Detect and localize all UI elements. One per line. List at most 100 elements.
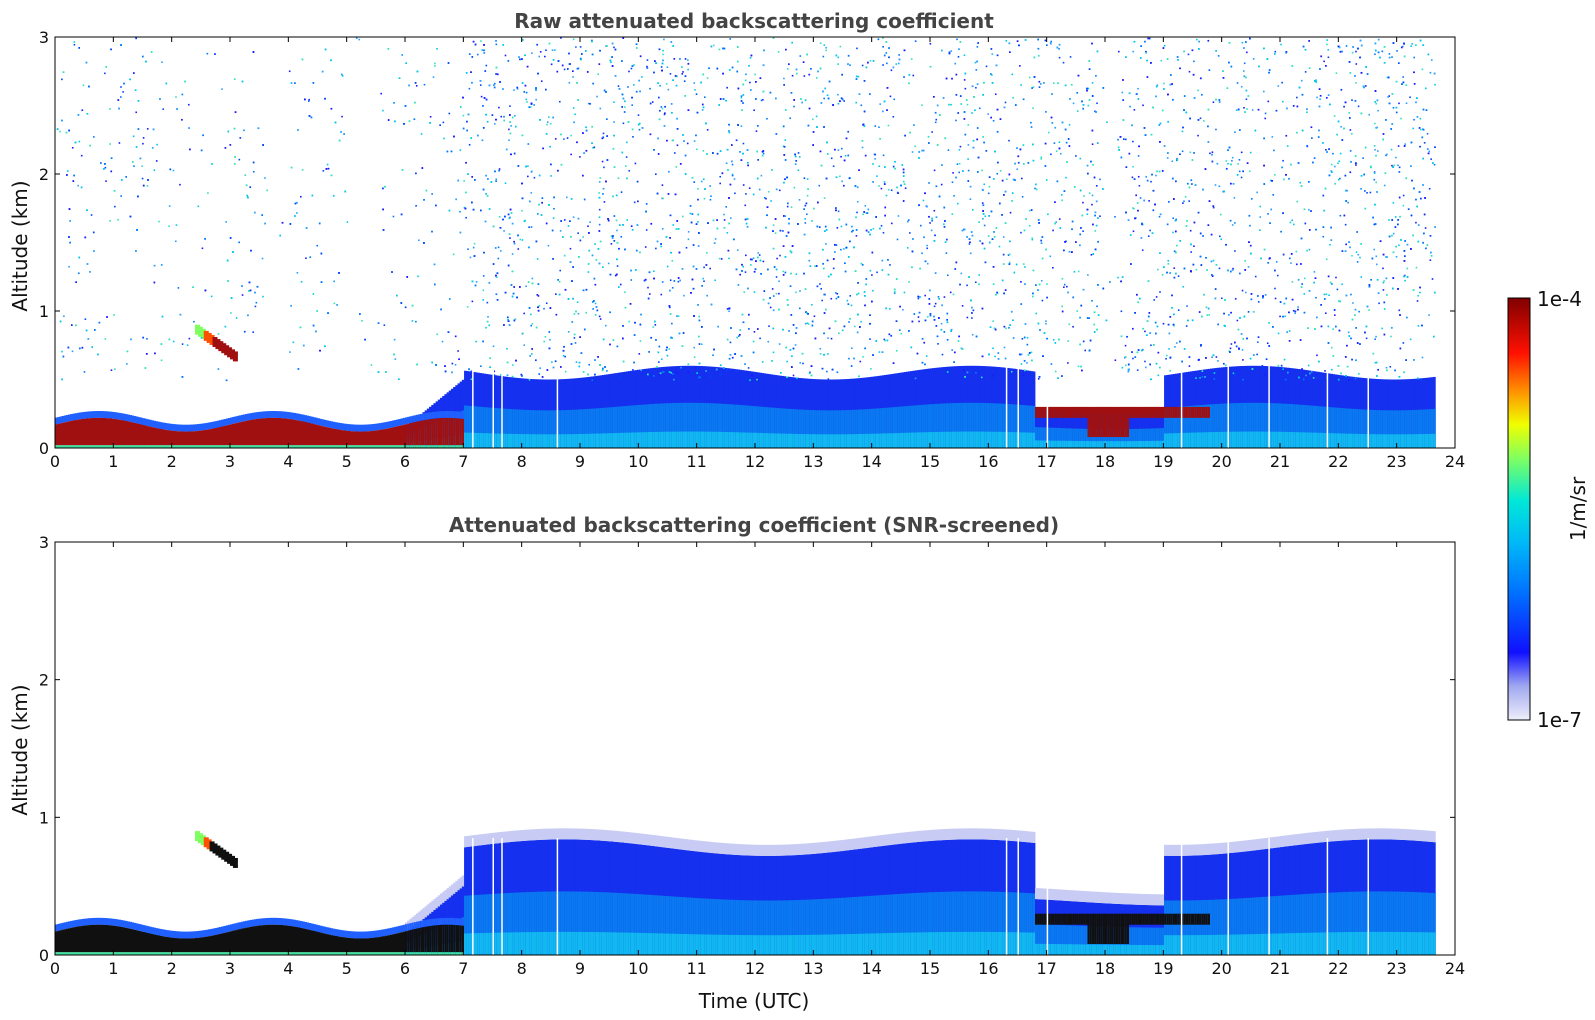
aerosol-cell bbox=[698, 431, 701, 448]
aerosol-cell bbox=[628, 432, 631, 448]
bl-cell bbox=[420, 445, 423, 448]
bl-cell bbox=[114, 412, 117, 420]
aerosol-cell bbox=[722, 431, 725, 448]
bl-cell bbox=[321, 426, 325, 446]
noise-pixel bbox=[997, 352, 1000, 354]
bl-cell bbox=[76, 445, 80, 448]
bl-cell bbox=[418, 445, 421, 448]
noise-pixel bbox=[840, 155, 842, 158]
aerosol-cell bbox=[1345, 408, 1349, 448]
aerosol-cell bbox=[1133, 441, 1137, 448]
bl-cell bbox=[105, 411, 108, 419]
aerosol-cell bbox=[1052, 440, 1056, 448]
bl-cell bbox=[212, 428, 216, 446]
noise-pixel bbox=[660, 293, 663, 296]
aerosol-cell bbox=[580, 409, 583, 448]
bl-cell bbox=[326, 427, 329, 446]
aerosol-cell bbox=[1150, 428, 1154, 448]
noise-pixel bbox=[588, 363, 591, 366]
aerosol-cell bbox=[1096, 441, 1099, 448]
noise-pixel bbox=[696, 148, 698, 151]
noise-pixel bbox=[1045, 179, 1048, 181]
aerosol-cell bbox=[1063, 440, 1067, 448]
noise-pixel bbox=[848, 321, 850, 323]
cloud-cell bbox=[1190, 406, 1193, 418]
bl-cell bbox=[374, 423, 377, 431]
noise-pixel bbox=[1369, 191, 1372, 194]
aerosol-cell bbox=[619, 406, 622, 448]
bl-cell bbox=[450, 411, 454, 418]
aerosol-cell bbox=[995, 403, 999, 448]
noise-pixel bbox=[603, 201, 606, 203]
bl-cell bbox=[105, 418, 108, 446]
noise-pixel bbox=[937, 343, 939, 345]
aerosol-cell bbox=[1039, 440, 1042, 448]
noise-pixel bbox=[898, 62, 900, 65]
noise-pixel bbox=[146, 128, 149, 130]
aerosol-cell bbox=[588, 433, 592, 448]
aerosol-cell bbox=[763, 433, 767, 448]
noise-pixel bbox=[555, 293, 557, 295]
aerosol-cell bbox=[938, 431, 942, 448]
bl-cell bbox=[151, 445, 154, 448]
bl-cell bbox=[131, 422, 135, 446]
noise-pixel bbox=[683, 80, 686, 82]
aerosol-cell bbox=[1234, 431, 1237, 448]
aerosol-cell bbox=[682, 402, 686, 448]
noise-pixel bbox=[983, 183, 986, 186]
noise-pixel bbox=[619, 376, 621, 379]
noise-pixel bbox=[1251, 198, 1253, 200]
noise-pixel bbox=[974, 61, 977, 64]
aerosol-cell bbox=[1142, 428, 1145, 448]
cloud-cell bbox=[1124, 406, 1128, 438]
noise-pixel bbox=[587, 102, 590, 105]
noise-pixel bbox=[749, 81, 751, 84]
bl-cell bbox=[144, 445, 148, 448]
noise-pixel bbox=[146, 337, 148, 340]
aerosol-cell bbox=[1126, 429, 1130, 448]
noise-pixel bbox=[826, 370, 828, 373]
noise-pixel bbox=[971, 112, 973, 114]
noise-pixel bbox=[1032, 86, 1035, 88]
aerosol-cell bbox=[665, 403, 668, 448]
noise-pixel bbox=[1223, 324, 1226, 327]
bl-cell bbox=[100, 445, 104, 448]
bl-cell bbox=[247, 413, 251, 421]
aerosol-cell bbox=[503, 408, 507, 448]
noise-pixel bbox=[934, 302, 937, 305]
noise-pixel bbox=[926, 244, 928, 247]
bl-cell bbox=[219, 445, 222, 448]
aerosol-cell bbox=[520, 434, 524, 448]
noise-pixel bbox=[1316, 354, 1318, 357]
aerosol-cell bbox=[1277, 431, 1281, 448]
aerosol-cell bbox=[1024, 432, 1027, 448]
aerosol-cell bbox=[1037, 440, 1040, 448]
aerosol-cell bbox=[827, 410, 830, 448]
noise-pixel bbox=[680, 366, 682, 369]
noise-pixel bbox=[1398, 244, 1400, 247]
aerosol-cell bbox=[1190, 432, 1193, 448]
bl-cell bbox=[249, 413, 253, 420]
bl-cell bbox=[350, 424, 353, 432]
aerosol-cell bbox=[1428, 433, 1432, 448]
cloud-cell bbox=[1131, 406, 1134, 418]
bl-cell bbox=[409, 416, 412, 424]
noise-pixel bbox=[729, 217, 732, 219]
noise-pixel bbox=[887, 188, 890, 191]
aerosol-cell bbox=[580, 433, 583, 448]
aerosol-cell bbox=[1170, 433, 1174, 448]
bl-cell bbox=[302, 421, 305, 446]
noise-pixel bbox=[1274, 50, 1277, 53]
aerosol-cell bbox=[1343, 408, 1347, 448]
bl-cell bbox=[339, 423, 342, 430]
noise-pixel bbox=[533, 176, 536, 179]
bl-cell bbox=[125, 445, 128, 448]
noise-pixel bbox=[585, 311, 588, 314]
noise-pixel bbox=[1153, 299, 1156, 301]
aerosol-cell bbox=[986, 431, 990, 448]
noise-pixel bbox=[753, 109, 755, 112]
noise-pixel bbox=[795, 273, 798, 275]
noise-pixel bbox=[122, 91, 124, 93]
noise-pixel bbox=[575, 46, 577, 48]
bl-cell bbox=[68, 445, 71, 448]
